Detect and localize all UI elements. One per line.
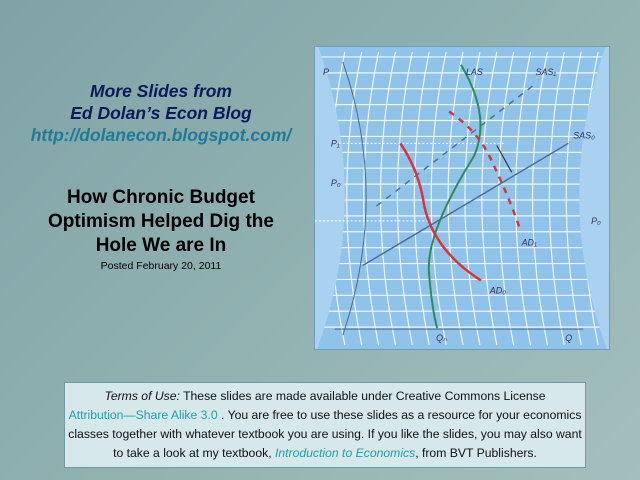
title-line2: Optimism Helped Dig the: [48, 211, 274, 232]
terms-text1: These slides are made available under Cr…: [179, 389, 546, 403]
grid-curve: [515, 51, 532, 346]
ad0-curve: [399, 142, 482, 282]
grid-curve: [346, 51, 363, 346]
slide-title: How Chronic Budget Optimism Helped Dig t…: [20, 186, 302, 258]
label-las: LAS: [466, 67, 483, 77]
label-sas0: SAS₀: [573, 130, 595, 140]
las-curve: [427, 64, 482, 329]
grid-curve: [498, 51, 515, 346]
grid-curve: [531, 51, 549, 346]
promo-block: More Slides from Ed Dolan’s Econ Blog ht…: [20, 80, 302, 146]
terms-text3: , from BVT Publishers.: [415, 446, 537, 460]
label-ad1: AD₁: [521, 238, 537, 248]
grid-curve: [379, 51, 397, 346]
left-warp: [315, 47, 345, 349]
label-ad0: AD₀: [489, 285, 506, 295]
grid-curve: [481, 51, 498, 346]
terms-of-use: Terms of Use: These slides are made avai…: [64, 382, 586, 468]
label-p0: P₀: [331, 178, 341, 188]
terms-text2: . You are free to use these slides as a …: [68, 408, 582, 460]
economics-diagram-image: P LAS SAS₁ SAS₀ P₁ P₀ AD₁ AD₀ Qₙ Q P₀: [314, 46, 610, 350]
label-qn: Qₙ: [436, 333, 447, 343]
grid-curve: [363, 51, 380, 346]
grid-curve: [565, 51, 582, 346]
grid-curve: [413, 51, 430, 346]
grid-curve: [430, 51, 447, 346]
diagram-svg: P LAS SAS₁ SAS₀ P₁ P₀ AD₁ AD₀ Qₙ Q P₀: [315, 47, 609, 349]
grid-curve: [447, 51, 464, 346]
right-warp: [579, 47, 609, 349]
label-q: Q: [565, 333, 572, 343]
label-p: P: [323, 67, 329, 77]
promo-line2: Ed Dolan’s Econ Blog: [70, 103, 252, 123]
blog-link[interactable]: http://dolanecon.blogspot.com/: [30, 125, 292, 145]
grid-curve: [548, 51, 565, 346]
warped-grid: [315, 51, 609, 346]
sas1-curve: [376, 83, 536, 207]
posted-date: Posted February 20, 2011: [100, 260, 222, 272]
book-link[interactable]: Introduction to Economics: [274, 446, 416, 460]
label-p0-right: P₀: [591, 216, 601, 226]
shift-arrow: [496, 145, 513, 173]
grid-curve: [396, 51, 413, 346]
title-line1: How Chronic Budget: [67, 187, 255, 208]
license-link[interactable]: Attribution—Share Alike 3.0: [68, 408, 218, 422]
label-p1: P₁: [331, 138, 340, 148]
sas0-curve: [362, 142, 569, 267]
terms-label: Terms of Use:: [104, 389, 180, 403]
promo-line1: More Slides from: [90, 81, 232, 101]
title-line3: Hole We are In: [95, 235, 227, 256]
label-sas1: SAS₁: [536, 67, 557, 77]
ad1-curve: [448, 110, 522, 232]
